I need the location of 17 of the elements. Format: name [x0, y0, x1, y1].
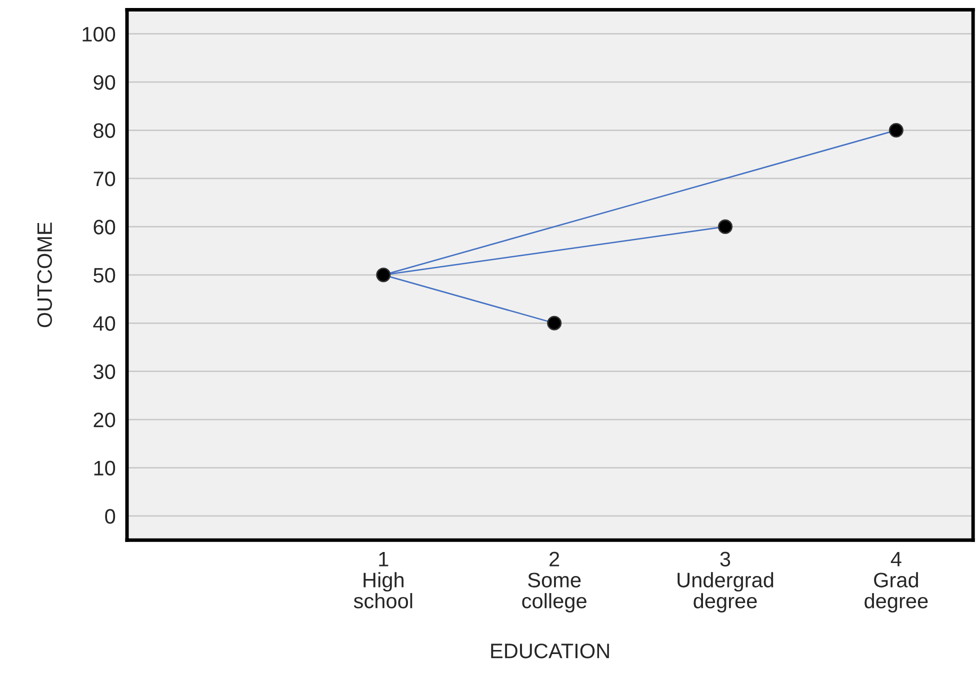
y-tick-label: 10 — [94, 460, 116, 476]
y-tick-label: 70 — [94, 171, 116, 186]
y-tick-label: 60 — [94, 220, 116, 234]
x-tick-label: 1 High school — [354, 552, 412, 608]
y-tick-label: 80 — [94, 123, 116, 138]
y-tick-label: 40 — [93, 316, 116, 331]
y-tick-label: 20 — [94, 412, 116, 428]
x-tick-label: 3 Undergrad degree — [678, 552, 774, 612]
y-axis-title: OUTCOME — [37, 222, 52, 328]
y-tick-label: 100 — [82, 26, 116, 42]
y-tick-label: 0 — [105, 508, 116, 524]
y-tick-label: 30 — [94, 364, 116, 380]
y-tick-label: 50 — [94, 268, 116, 283]
x-axis-title: EDUCATION — [491, 644, 609, 658]
x-tick-label: 4 Grad degree — [864, 552, 928, 612]
y-tick-label: 90 — [94, 75, 116, 90]
x-tick-label: 2 Some college — [522, 552, 586, 612]
